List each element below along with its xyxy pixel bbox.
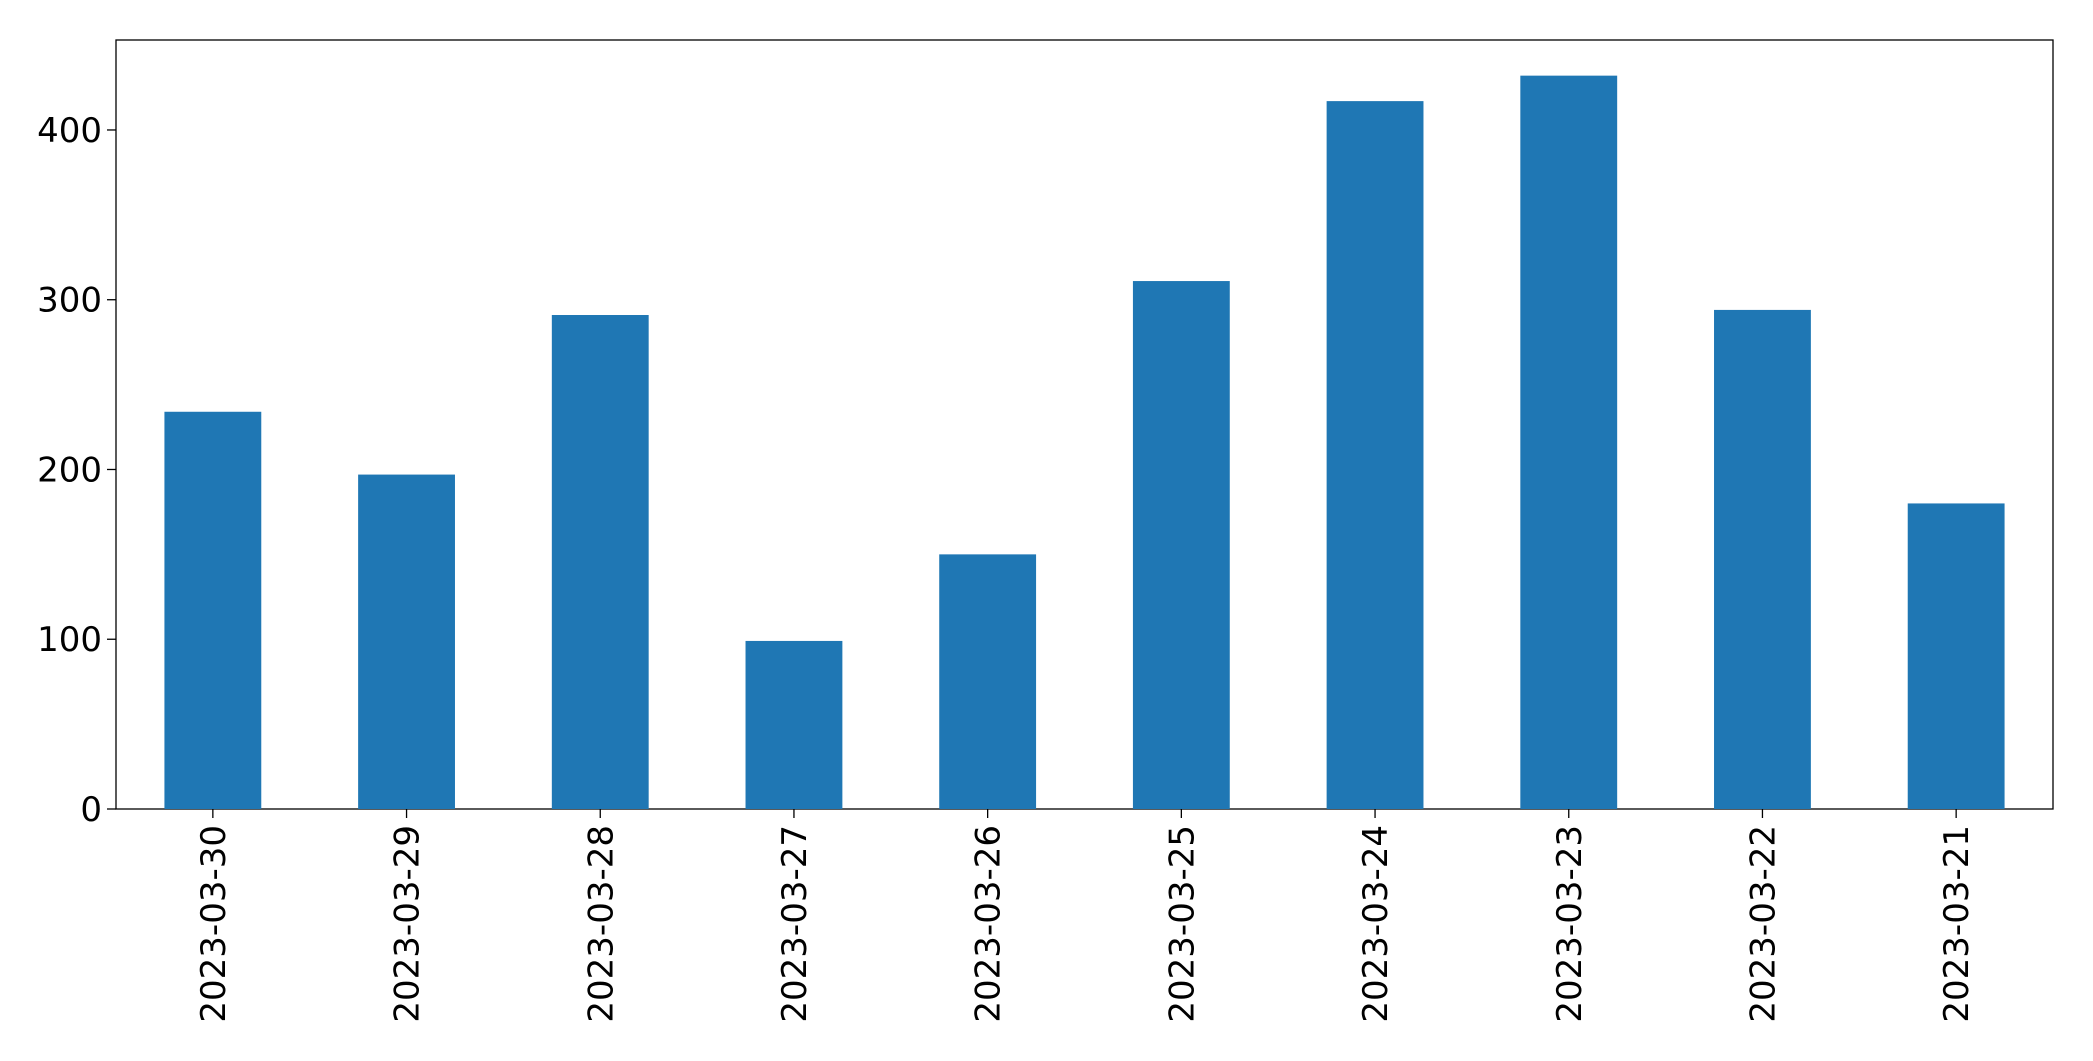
y-tick-label: 200 bbox=[37, 450, 102, 490]
x-tick-label: 2023-03-29 bbox=[388, 825, 428, 1023]
bar bbox=[1714, 309, 1811, 809]
bar bbox=[1132, 281, 1230, 809]
bar bbox=[939, 554, 1037, 809]
bar bbox=[358, 474, 455, 809]
x-tick-label: 2023-03-23 bbox=[1550, 825, 1590, 1023]
y-tick-label: 300 bbox=[37, 281, 102, 321]
x-tick-label: 2023-03-27 bbox=[775, 825, 815, 1023]
x-tick-label: 2023-03-25 bbox=[1162, 825, 1202, 1023]
y-tick-label: 0 bbox=[80, 790, 102, 830]
x-tick-label: 2023-03-24 bbox=[1356, 825, 1396, 1023]
bar bbox=[1907, 503, 2005, 809]
bar bbox=[1326, 101, 1424, 810]
y-tick-label: 100 bbox=[37, 620, 102, 660]
x-tick-label: 2023-03-22 bbox=[1743, 825, 1783, 1023]
bar bbox=[1520, 75, 1618, 810]
x-tick-label: 2023-03-28 bbox=[581, 825, 621, 1023]
y-tick-label: 400 bbox=[37, 111, 102, 151]
x-tick-label: 2023-03-26 bbox=[969, 825, 1009, 1023]
bar bbox=[164, 411, 262, 809]
bar bbox=[745, 640, 843, 809]
x-tick-label: 2023-03-21 bbox=[1937, 825, 1977, 1023]
x-tick-label: 2023-03-30 bbox=[194, 825, 234, 1023]
bar bbox=[551, 315, 649, 809]
plot-frame bbox=[115, 39, 2054, 810]
